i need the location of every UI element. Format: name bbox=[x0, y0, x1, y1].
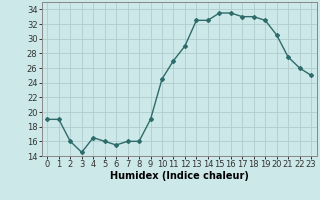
X-axis label: Humidex (Indice chaleur): Humidex (Indice chaleur) bbox=[110, 171, 249, 181]
